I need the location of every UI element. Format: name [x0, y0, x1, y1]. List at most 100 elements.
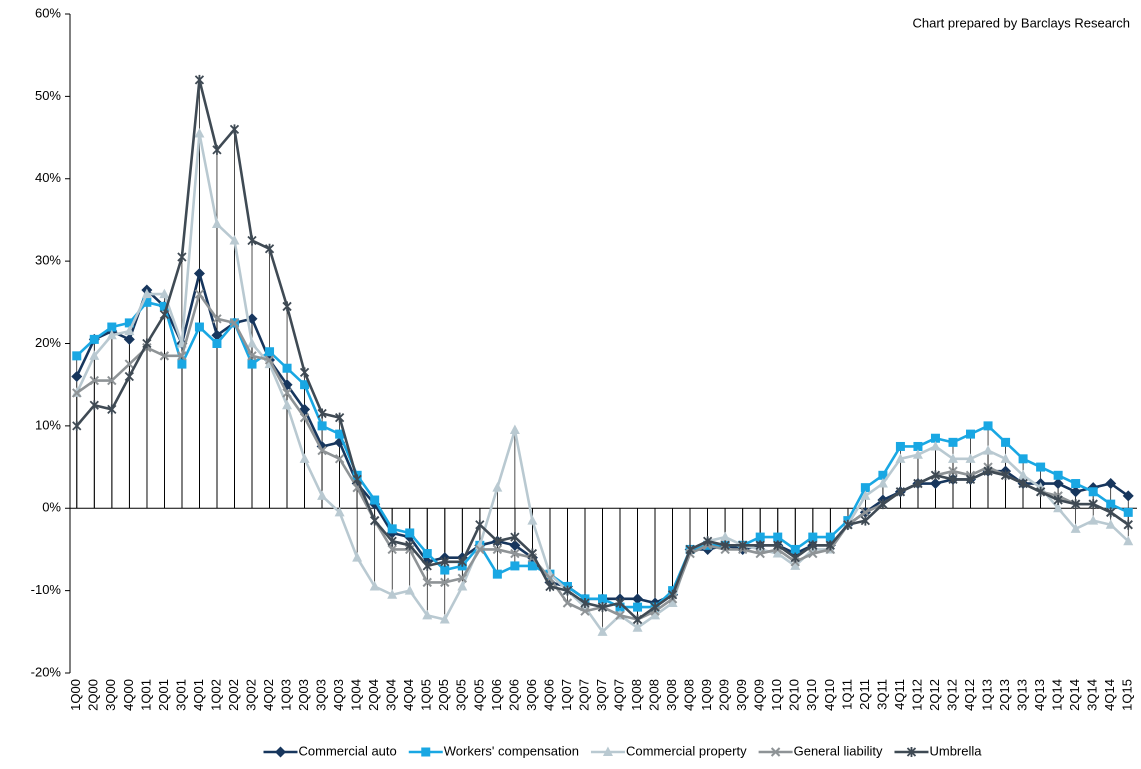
- marker: [247, 359, 257, 369]
- x-tick-label: 2Q06: [506, 679, 521, 711]
- marker: [72, 420, 82, 431]
- marker: [492, 544, 503, 555]
- marker: [194, 127, 205, 138]
- marker: [405, 528, 415, 538]
- x-tick-label: 2Q13: [997, 679, 1012, 711]
- marker: [510, 561, 520, 571]
- legend-item: General liability: [758, 743, 883, 758]
- marker: [1106, 507, 1116, 518]
- marker: [229, 235, 240, 245]
- marker: [1105, 519, 1116, 529]
- marker: [860, 515, 871, 526]
- x-tick-label: 1Q08: [629, 679, 644, 711]
- x-tick-label: 3Q12: [944, 679, 959, 711]
- legend-item: Workers' compensation: [408, 743, 579, 758]
- marker: [509, 539, 521, 551]
- marker: [1053, 470, 1063, 480]
- marker: [440, 565, 450, 575]
- marker: [124, 371, 134, 382]
- marker: [527, 515, 538, 525]
- marker: [334, 454, 345, 464]
- x-tick-label: 1Q06: [489, 679, 504, 711]
- x-tick-label: 2Q00: [86, 679, 101, 711]
- marker: [475, 519, 485, 530]
- marker: [1036, 462, 1046, 472]
- marker: [159, 351, 170, 361]
- x-tick-label: 4Q02: [261, 679, 276, 711]
- marker: [422, 577, 432, 588]
- marker: [808, 532, 818, 542]
- legend-item: Commercial auto: [263, 743, 397, 758]
- x-tick-label: 1Q10: [769, 679, 784, 711]
- marker: [1035, 486, 1046, 497]
- marker: [650, 602, 660, 613]
- marker: [1106, 499, 1116, 509]
- marker: [1018, 478, 1028, 489]
- x-tick-label: 3Q11: [874, 679, 889, 710]
- x-tick-label: 3Q10: [804, 679, 819, 711]
- marker: [124, 325, 135, 336]
- marker: [387, 544, 397, 555]
- marker: [1071, 499, 1081, 510]
- marker: [1070, 486, 1082, 498]
- marker: [299, 367, 310, 378]
- x-tick-label: 4Q10: [822, 679, 837, 711]
- x-tick-label: 1Q07: [559, 679, 574, 711]
- x-tick-label: 3Q05: [454, 679, 469, 711]
- marker: [370, 495, 380, 505]
- x-tick-label: 1Q13: [979, 679, 994, 711]
- x-tick-label: 4Q13: [1032, 679, 1047, 711]
- marker: [878, 499, 888, 510]
- marker: [229, 124, 240, 135]
- x-tick-label: 4Q00: [121, 679, 136, 711]
- x-tick-label: 1Q04: [349, 679, 364, 711]
- marker: [1123, 507, 1133, 517]
- marker: [211, 218, 222, 229]
- x-tick-label: 2Q08: [647, 679, 662, 711]
- marker: [965, 453, 976, 463]
- marker: [265, 347, 275, 357]
- x-tick-label: 1Q15: [1120, 679, 1135, 711]
- marker: [194, 74, 205, 85]
- x-tick-label: 2Q11: [857, 679, 872, 710]
- marker: [930, 470, 941, 481]
- marker: [510, 532, 520, 543]
- marker: [107, 375, 117, 386]
- marker: [405, 540, 415, 551]
- marker: [299, 412, 310, 423]
- marker: [1123, 535, 1134, 546]
- marker: [334, 412, 345, 423]
- legend-item: Umbrella: [894, 743, 982, 758]
- x-tick-label: 3Q00: [103, 679, 118, 711]
- y-tick-label: -20%: [31, 664, 62, 679]
- marker: [300, 380, 310, 390]
- marker: [89, 375, 99, 386]
- marker: [457, 581, 468, 591]
- marker: [983, 466, 993, 477]
- marker: [440, 556, 450, 567]
- marker: [562, 598, 573, 608]
- marker: [843, 519, 853, 530]
- marker: [247, 351, 257, 361]
- marker: [1018, 469, 1029, 480]
- marker: [580, 606, 590, 616]
- marker: [142, 297, 152, 307]
- x-tick-label: 4Q08: [682, 679, 697, 711]
- x-tick-label: 2Q04: [366, 679, 381, 711]
- marker: [352, 474, 362, 485]
- marker: [667, 597, 678, 607]
- marker: [790, 552, 800, 563]
- marker: [895, 453, 906, 463]
- legend: Commercial auto Workers' compensation Comm…: [263, 743, 982, 758]
- marker: [1105, 478, 1117, 490]
- marker: [71, 370, 83, 382]
- marker: [247, 338, 258, 348]
- marker: [475, 544, 485, 555]
- marker: [422, 560, 432, 571]
- x-tick-label: 3Q01: [173, 679, 188, 711]
- x-tick-label: 1Q00: [68, 679, 83, 711]
- marker: [89, 400, 99, 411]
- marker: [703, 536, 713, 547]
- marker: [906, 747, 917, 757]
- marker: [913, 441, 923, 451]
